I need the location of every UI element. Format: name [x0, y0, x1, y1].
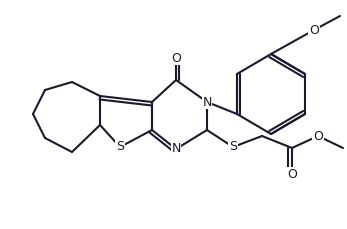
Text: N: N	[171, 142, 181, 155]
Text: O: O	[171, 52, 181, 65]
Text: O: O	[313, 130, 323, 142]
Text: S: S	[229, 141, 237, 153]
Text: O: O	[287, 167, 297, 180]
Text: O: O	[309, 24, 319, 36]
Text: N: N	[202, 95, 212, 109]
Text: S: S	[116, 141, 124, 153]
